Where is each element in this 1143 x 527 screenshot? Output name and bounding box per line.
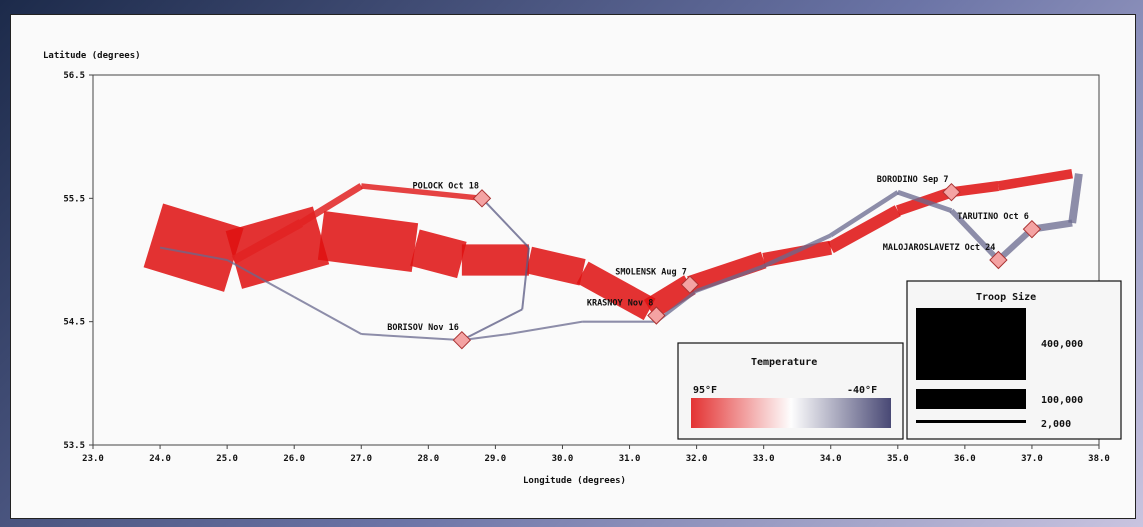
troop-paths	[143, 168, 1083, 342]
city-marker	[452, 330, 472, 350]
troop-size-bar-medium	[916, 389, 1026, 409]
troop-size-label-large: 400,000	[1041, 339, 1083, 350]
temperature-min-label: -40°F	[847, 385, 877, 396]
temperature-legend-title: Temperature	[751, 357, 817, 368]
retreat-segment	[361, 333, 462, 342]
troop-size-bar-small	[916, 420, 1026, 423]
retreat-segment	[762, 233, 832, 269]
chart-frame: Latitude (degrees) Longitude (degrees) 5…	[10, 14, 1136, 519]
x-tick-label: 38.0	[1088, 454, 1110, 464]
retreat-segment	[508, 320, 583, 335]
y-tick-label: 55.5	[63, 194, 85, 204]
advance-segment	[997, 168, 1073, 191]
city-label: KRASNOY Nov 8	[587, 299, 654, 309]
x-tick-label: 32.0	[686, 454, 708, 464]
city-label: TARUTINO Oct 6	[957, 212, 1029, 222]
retreat-segment	[829, 190, 900, 238]
x-tick-label: 27.0	[350, 454, 372, 464]
city-label: BORODINO Sep 7	[877, 175, 949, 185]
troop-size-legend-title: Troop Size	[976, 291, 1036, 303]
advance-north-segment	[360, 183, 483, 202]
temperature-gradient-bar	[691, 398, 891, 428]
x-tick-label: 33.0	[753, 454, 775, 464]
flow-map-chart: Latitude (degrees) Longitude (degrees) 5…	[43, 50, 1122, 486]
x-tick-label: 23.0	[82, 454, 104, 464]
y-tick-label: 56.5	[63, 71, 85, 81]
x-tick-labels: 23.0 24.0 25.0 26.0 27.0 28.0 29.0 30.0 31.0 32.0…	[82, 445, 1110, 464]
city-markers: POLOCK Oct 18 BORODINO Sep 7 TARUTINO Oct …	[387, 175, 1042, 350]
retreat-segment	[695, 264, 765, 293]
city-marker	[989, 250, 1008, 270]
advance-segment	[643, 275, 696, 319]
advance-north-segment	[299, 183, 364, 226]
city-marker	[942, 182, 961, 202]
troop-size-bar-large	[916, 308, 1026, 380]
x-tick-label: 35.0	[887, 454, 909, 464]
retreat-segment	[897, 189, 953, 213]
retreat-segment	[996, 226, 1035, 263]
x-tick-label: 24.0	[149, 454, 171, 464]
city-label: BORISOV Nov 16	[387, 323, 459, 333]
x-tick-label: 29.0	[485, 454, 507, 464]
advance-segment	[687, 251, 767, 293]
y-tick-label: 53.5	[63, 441, 85, 451]
advance-segment	[410, 229, 467, 279]
advance-north-segment	[231, 219, 304, 264]
retreat-north-segment	[521, 247, 530, 310]
advance-segment	[143, 203, 244, 292]
temperature-max-label: 95°F	[693, 385, 717, 396]
y-tick-labels: 53.5 54.5 55.5 56.5	[63, 71, 93, 451]
advance-segment	[827, 205, 901, 254]
city-marker	[1022, 219, 1042, 239]
city-marker	[647, 306, 666, 325]
retreat-north-segment	[481, 197, 530, 249]
advance-segment	[576, 261, 656, 321]
retreat-segment	[226, 259, 295, 298]
y-axis-title: Latitude (degrees)	[43, 50, 141, 61]
troop-size-label-small: 2,000	[1041, 419, 1071, 430]
x-tick-label: 25.0	[216, 454, 238, 464]
x-tick-label: 34.0	[820, 454, 842, 464]
x-tick-label: 28.0	[417, 454, 439, 464]
x-tick-label: 37.0	[1021, 454, 1043, 464]
troop-size-label-medium: 100,000	[1041, 395, 1083, 406]
city-label: MALOJAROSLAVETZ Oct 24	[883, 243, 996, 253]
retreat-segment	[949, 208, 1001, 262]
troop-size-legend: Troop Size 400,000 100,000 2,000	[906, 280, 1122, 440]
advance-segment	[525, 246, 586, 286]
x-tick-label: 31.0	[619, 454, 641, 464]
x-tick-label: 36.0	[954, 454, 976, 464]
city-marker	[680, 275, 700, 294]
city-label: SMOLENSK Aug 7	[615, 268, 687, 278]
retreat-segment	[293, 296, 362, 335]
x-tick-label: 26.0	[283, 454, 305, 464]
plot-area	[92, 74, 1100, 446]
retreat-segment	[159, 246, 228, 261]
y-tick-label: 54.5	[63, 318, 85, 328]
city-marker	[472, 189, 492, 208]
temperature-legend: Temperature 95°F -40°F	[677, 342, 904, 440]
retreat-north-segment	[461, 308, 523, 342]
advance-segment	[317, 210, 419, 273]
x-tick-label: 30.0	[552, 454, 574, 464]
advance-segment	[762, 240, 833, 267]
retreat-segment	[1068, 173, 1083, 224]
city-label: POLOCK Oct 18	[412, 181, 479, 191]
x-axis-title: Longitude (degrees)	[523, 475, 626, 486]
